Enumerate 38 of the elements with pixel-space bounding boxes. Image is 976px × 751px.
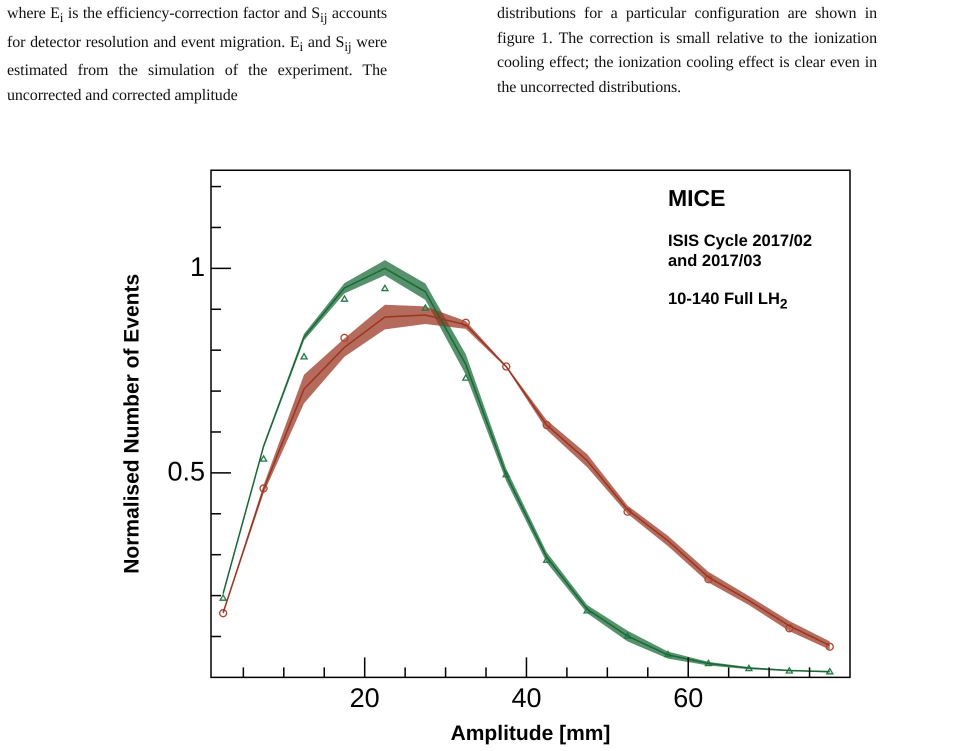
- x-axis-title: Amplitude [mm]: [450, 722, 610, 746]
- text: distributions for a particular configuration are shown in figure 1. The correction is small relative to the ionization cooling effect; the ionization cooling effect is clear even in the uncorrected distributions.: [497, 4, 877, 98]
- point: [422, 304, 430, 311]
- point: [826, 642, 834, 651]
- point: [826, 668, 834, 674]
- point: [785, 624, 794, 632]
- point: [462, 318, 470, 327]
- point: [502, 362, 510, 371]
- point: [664, 650, 672, 658]
- text: where E$_{i}$ is the efficiency-correction factor and S$_{ij}$ accounts for detector resolution and event migration. E$_{i}$ and S$_{ij}$ were estimated from the simulation of the experiment. The uncorrected and corrected amplitude: [7, 5, 387, 104]
- x-tick-label: 20: [350, 683, 380, 714]
- point: [745, 664, 753, 672]
- annotation: MICE: [668, 185, 726, 212]
- point: [624, 632, 632, 639]
- y-tick-label: 1: [190, 252, 205, 282]
- y-tick-label: 0.5: [167, 456, 205, 486]
- point: [260, 455, 268, 462]
- point: [340, 334, 349, 342]
- point: [219, 594, 227, 601]
- point: [502, 470, 510, 478]
- point: [704, 575, 713, 584]
- annotation: 10-140 Full LH$_{2}$: [668, 289, 789, 314]
- point: [259, 484, 268, 493]
- point: [623, 508, 632, 516]
- point: [340, 295, 348, 302]
- point: [786, 667, 794, 674]
- point: [583, 606, 591, 614]
- point: [704, 660, 712, 666]
- point: [542, 556, 550, 563]
- annotation: ISIS Cycle 2017/02 and 2017/03: [668, 231, 814, 271]
- x-tick-label: 40: [511, 683, 542, 714]
- x-tick-label: 60: [673, 683, 704, 714]
- point: [381, 284, 389, 292]
- point: [462, 374, 470, 381]
- point: [218, 609, 228, 618]
- y-axis-title: Normalised Number of Events: [120, 274, 144, 574]
- point: [542, 420, 551, 430]
- point: [300, 352, 308, 360]
